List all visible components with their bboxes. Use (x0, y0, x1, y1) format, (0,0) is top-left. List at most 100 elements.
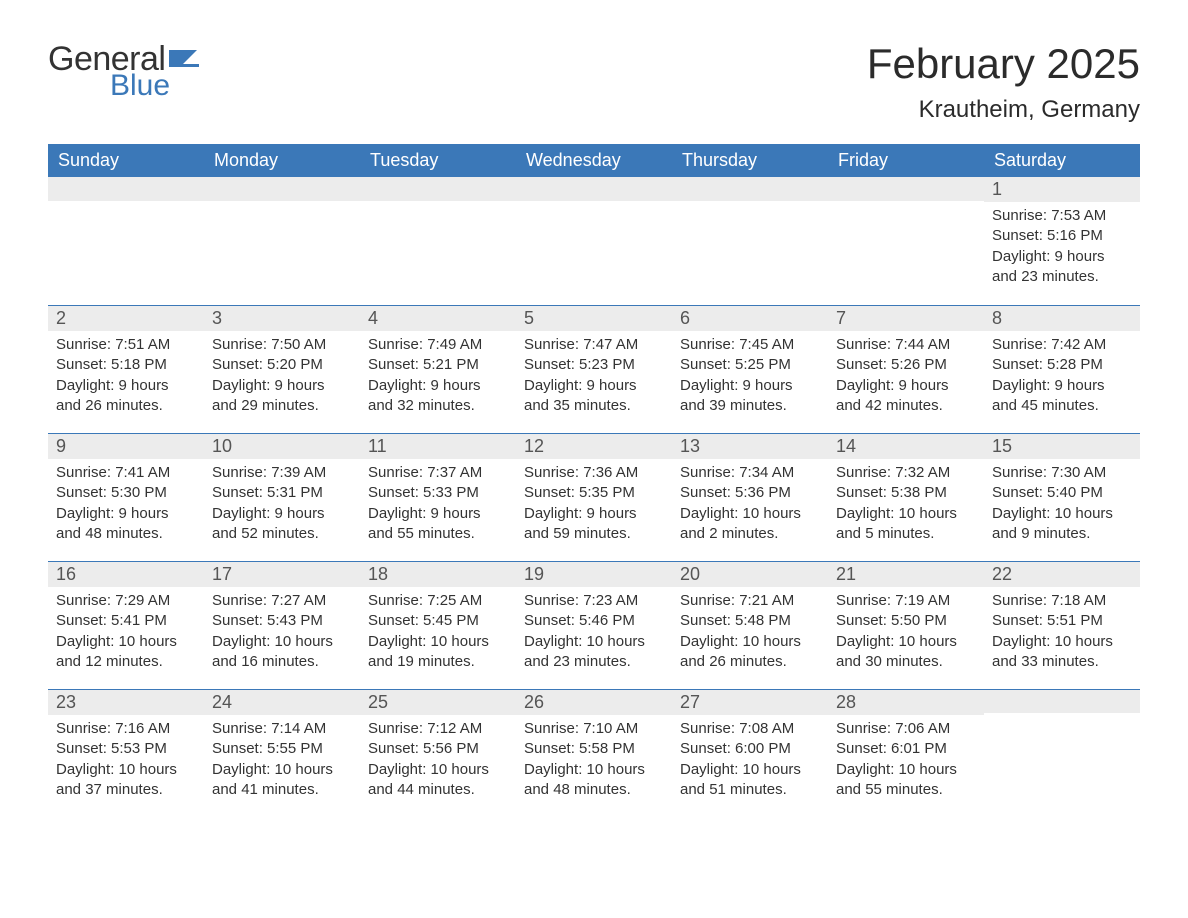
day-number: 23 (48, 689, 204, 715)
daylight-line: Daylight: 9 hours and 39 minutes. (680, 376, 820, 417)
calendar-cell: 13Sunrise: 7:34 AMSunset: 5:36 PMDayligh… (672, 433, 828, 561)
weekday-header: Saturday (984, 144, 1140, 177)
day-details: Sunrise: 7:12 AMSunset: 5:56 PMDaylight:… (360, 715, 516, 806)
day-details: Sunrise: 7:53 AMSunset: 5:16 PMDaylight:… (984, 202, 1140, 293)
day-number: 18 (360, 561, 516, 587)
brand-word-2: Blue (110, 69, 170, 103)
sunrise-line: Sunrise: 7:37 AM (368, 463, 508, 483)
calendar-cell: 26Sunrise: 7:10 AMSunset: 5:58 PMDayligh… (516, 689, 672, 817)
day-number: 20 (672, 561, 828, 587)
calendar-cell: 20Sunrise: 7:21 AMSunset: 5:48 PMDayligh… (672, 561, 828, 689)
day-details: Sunrise: 7:37 AMSunset: 5:33 PMDaylight:… (360, 459, 516, 550)
sunrise-line: Sunrise: 7:25 AM (368, 591, 508, 611)
day-number: 2 (48, 305, 204, 331)
day-details: Sunrise: 7:08 AMSunset: 6:00 PMDaylight:… (672, 715, 828, 806)
sunset-line: Sunset: 6:01 PM (836, 739, 976, 759)
sunrise-line: Sunrise: 7:41 AM (56, 463, 196, 483)
weekday-header: Thursday (672, 144, 828, 177)
weekday-header: Monday (204, 144, 360, 177)
empty-day-strip (204, 177, 360, 201)
day-number: 3 (204, 305, 360, 331)
day-details: Sunrise: 7:32 AMSunset: 5:38 PMDaylight:… (828, 459, 984, 550)
sunrise-line: Sunrise: 7:14 AM (212, 719, 352, 739)
calendar-row: 9 Sunrise: 7:41 AMSunset: 5:30 PM Daylight… (48, 433, 1140, 561)
calendar-cell: 15Sunrise: 7:30 AMSunset: 5:40 PMDayligh… (984, 433, 1140, 561)
day-details: Sunrise: 7:19 AMSunset: 5:50 PMDaylight:… (828, 587, 984, 678)
weekday-header: Tuesday (360, 144, 516, 177)
day-number: 12 (516, 433, 672, 459)
day-details: Sunrise: 7:45 AMSunset: 5:25 PMDaylight:… (672, 331, 828, 422)
day-details: Sunrise: 7:51 AMSunset: 5:18 PMDaylight:… (48, 331, 204, 422)
calendar-cell: 12Sunrise: 7:36 AMSunset: 5:35 PMDayligh… (516, 433, 672, 561)
day-details: Sunrise: 7:23 AMSunset: 5:46 PMDaylight:… (516, 587, 672, 678)
calendar-cell: 27Sunrise: 7:08 AMSunset: 6:00 PMDayligh… (672, 689, 828, 817)
daylight-line: Daylight: 10 hours and 51 minutes. (680, 760, 820, 801)
calendar-cell: 24Sunrise: 7:14 AMSunset: 5:55 PMDayligh… (204, 689, 360, 817)
sunset-line: Sunset: 5:30 PM (56, 483, 196, 503)
calendar-cell: 19Sunrise: 7:23 AMSunset: 5:46 PMDayligh… (516, 561, 672, 689)
sunset-line: Sunset: 5:35 PM (524, 483, 664, 503)
sunrise-line: Sunrise: 7:18 AM (992, 591, 1132, 611)
sunrise-line: Sunrise: 7:16 AM (56, 719, 196, 739)
calendar-table: Sunday Monday Tuesday Wednesday Thursday… (48, 144, 1140, 817)
daylight-line: Daylight: 10 hours and 30 minutes. (836, 632, 976, 673)
calendar-row: 1Sunrise: 7:53 AMSunset: 5:16 PMDaylight… (48, 177, 1140, 305)
calendar-cell: 6Sunrise: 7:45 AMSunset: 5:25 PMDaylight… (672, 305, 828, 433)
sunset-line: Sunset: 5:20 PM (212, 355, 352, 375)
sunset-line: Sunset: 5:36 PM (680, 483, 820, 503)
day-number: 1 (984, 177, 1140, 202)
empty-day-strip (984, 689, 1140, 713)
day-details: Sunrise: 7:18 AMSunset: 5:51 PMDaylight:… (984, 587, 1140, 678)
daylight-line: Daylight: 9 hours and 29 minutes. (212, 376, 352, 417)
sunrise-line: Sunrise: 7:19 AM (836, 591, 976, 611)
calendar-cell: 10Sunrise: 7:39 AMSunset: 5:31 PMDayligh… (204, 433, 360, 561)
sunset-line: Sunset: 5:43 PM (212, 611, 352, 631)
sunset-line: Sunset: 5:46 PM (524, 611, 664, 631)
day-details: Sunrise: 7:10 AMSunset: 5:58 PMDaylight:… (516, 715, 672, 806)
daylight-line: Daylight: 10 hours and 12 minutes. (56, 632, 196, 673)
sunrise-line: Sunrise: 7:34 AM (680, 463, 820, 483)
sunrise-line: Sunrise: 7:44 AM (836, 335, 976, 355)
daylight-line: Daylight: 9 hours and 26 minutes. (56, 376, 196, 417)
day-details: Sunrise: 7:14 AMSunset: 5:55 PMDaylight:… (204, 715, 360, 806)
daylight-line: Daylight: 9 hours and 59 minutes. (524, 504, 664, 545)
daylight-line: Daylight: 9 hours and 45 minutes. (992, 376, 1132, 417)
day-number: 8 (984, 305, 1140, 331)
daylight-line: Daylight: 10 hours and 55 minutes. (836, 760, 976, 801)
daylight-line: Daylight: 10 hours and 44 minutes. (368, 760, 508, 801)
day-number: 16 (48, 561, 204, 587)
day-details: Sunrise: 7:36 AMSunset: 5:35 PMDaylight:… (516, 459, 672, 550)
day-details: Sunrise: 7:21 AMSunset: 5:48 PMDaylight:… (672, 587, 828, 678)
calendar-cell: 11Sunrise: 7:37 AMSunset: 5:33 PMDayligh… (360, 433, 516, 561)
sunrise-line: Sunrise: 7:10 AM (524, 719, 664, 739)
empty-day-strip (828, 177, 984, 201)
calendar-row: 2Sunrise: 7:51 AMSunset: 5:18 PMDaylight… (48, 305, 1140, 433)
sunset-line: Sunset: 5:53 PM (56, 739, 196, 759)
day-number: 24 (204, 689, 360, 715)
calendar-cell (360, 177, 516, 305)
sunrise-line: Sunrise: 7:39 AM (212, 463, 352, 483)
daylight-line: Daylight: 10 hours and 5 minutes. (836, 504, 976, 545)
sunset-line: Sunset: 5:48 PM (680, 611, 820, 631)
day-details: Sunrise: 7:39 AMSunset: 5:31 PMDaylight:… (204, 459, 360, 550)
sunset-line: Sunset: 5:33 PM (368, 483, 508, 503)
calendar-cell (672, 177, 828, 305)
sunrise-line: Sunrise: 7:53 AM (992, 206, 1132, 226)
day-number: 17 (204, 561, 360, 587)
day-details: Sunrise: 7:06 AMSunset: 6:01 PMDaylight:… (828, 715, 984, 806)
sunset-line: Sunset: 5:56 PM (368, 739, 508, 759)
day-details: Sunrise: 7:34 AMSunset: 5:36 PMDaylight:… (672, 459, 828, 550)
daylight-line: Daylight: 10 hours and 23 minutes. (524, 632, 664, 673)
weekday-header: Sunday (48, 144, 204, 177)
day-details: Sunrise: 7:44 AMSunset: 5:26 PMDaylight:… (828, 331, 984, 422)
day-number: 25 (360, 689, 516, 715)
sunset-line: Sunset: 5:51 PM (992, 611, 1132, 631)
day-details: Sunrise: 7:25 AMSunset: 5:45 PMDaylight:… (360, 587, 516, 678)
calendar-cell: 16Sunrise: 7:29 AMSunset: 5:41 PMDayligh… (48, 561, 204, 689)
month-title: February 2025 (867, 40, 1140, 88)
day-number: 9 (48, 433, 204, 459)
sunset-line: Sunset: 5:28 PM (992, 355, 1132, 375)
sunset-line: Sunset: 6:00 PM (680, 739, 820, 759)
daylight-line: Daylight: 9 hours and 55 minutes. (368, 504, 508, 545)
empty-day-strip (360, 177, 516, 201)
